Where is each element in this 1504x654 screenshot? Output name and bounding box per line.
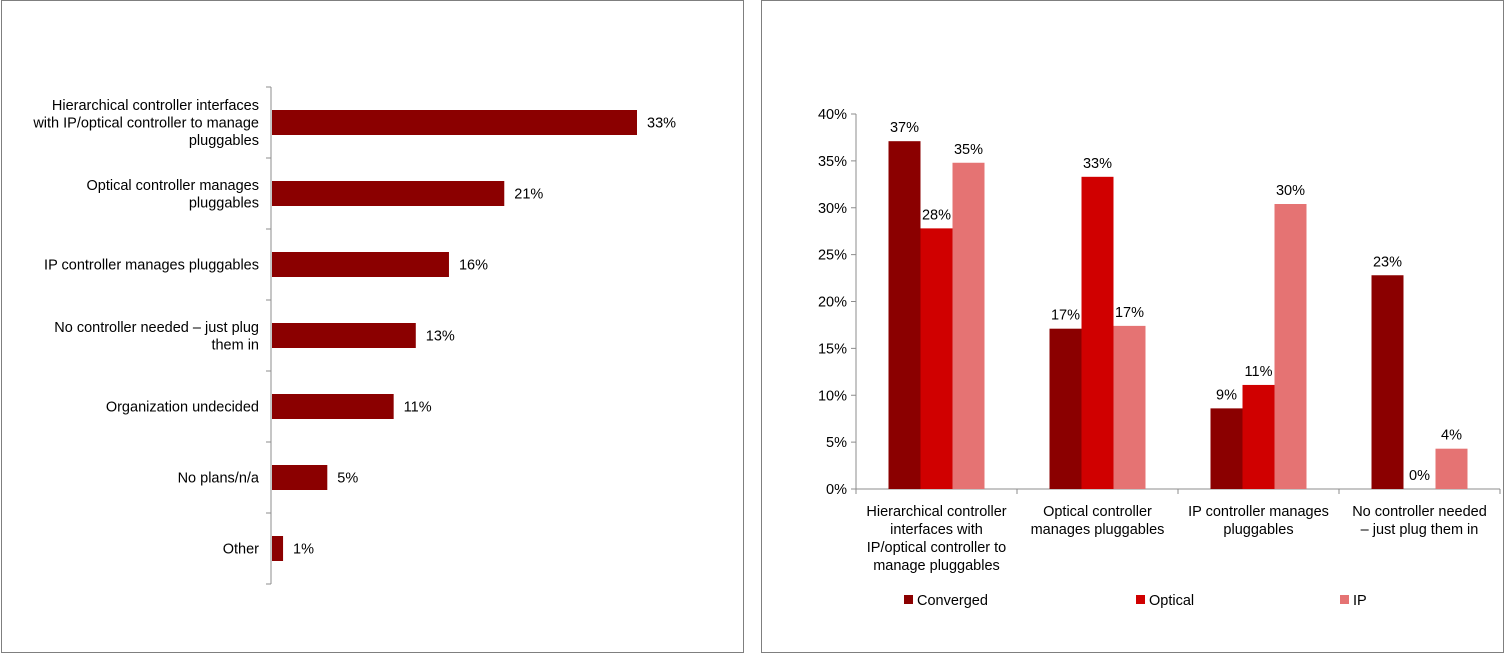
category-label: No controller needed – just plug [54,320,259,336]
data-label: 33% [647,116,676,132]
y-tick-label: 25% [818,248,847,264]
data-label: 30% [1276,183,1305,199]
bar [272,252,449,277]
category-label: IP controller manages [1188,504,1329,520]
legend-swatch-ip [1340,595,1349,604]
data-label: 17% [1051,308,1080,324]
category-label: pluggables [189,133,259,149]
left-chart-panel: 33% Hierarchical controller interfaces wit… [1,0,744,653]
data-label: 35% [954,142,983,158]
bar [272,181,505,206]
category-label: Other [223,542,259,558]
legend-swatch-converged [904,595,913,604]
right-chart-panel: 0% 5% 10% 15% 20% 25% 30% 35% 40% 37% 28% 35% Hierar… [761,0,1504,653]
bar-ip [1113,325,1146,489]
y-tick-label: 5% [826,435,847,451]
bar-optical [1081,176,1114,489]
data-label: 33% [1083,156,1112,172]
category-label: interfaces with [890,522,983,538]
y-tick-label: 30% [818,201,847,217]
data-label: 17% [1115,305,1144,321]
category-label: Hierarchical controller interfaces [52,98,259,114]
bar-converged [888,141,921,489]
data-label: 9% [1216,387,1237,403]
y-tick-label: 20% [818,295,847,311]
bar-ip [1274,204,1307,489]
category-label: manages pluggables [1031,522,1165,538]
bar [272,323,416,348]
legend-label: IP [1353,593,1367,609]
data-label: 16% [459,258,488,274]
category-label: IP controller manages pluggables [44,258,259,274]
bar-converged [1210,408,1243,489]
data-label: 11% [404,400,432,416]
data-label: 21% [514,187,543,203]
bar-optical [920,228,953,489]
data-label: 1% [293,542,314,558]
bar-ip [1435,448,1468,489]
category-label: pluggables [189,195,259,211]
legend-swatch-optical [1136,595,1145,604]
category-label: Organization undecided [106,400,259,416]
category-label: Hierarchical controller [866,504,1006,520]
category-label: pluggables [1223,522,1293,538]
bar-converged [1049,328,1082,489]
data-label: 23% [1373,254,1402,270]
category-label: No plans/n/a [178,471,260,487]
data-label: 28% [922,207,951,223]
legend-label: Converged [917,593,988,609]
category-label: Optical controller manages [87,178,259,194]
data-label: 11% [1245,364,1273,380]
grouped-bar-chart: 0% 5% 10% 15% 20% 25% 30% 35% 40% 37% 28% 35% Hierar… [818,107,1501,609]
data-label: 13% [426,329,455,345]
category-label: – just plug them in [1361,522,1479,538]
bar-optical [1242,384,1275,489]
legend-label: Optical [1149,593,1194,609]
category-label: manage pluggables [873,558,1000,574]
bar [272,110,637,135]
bar-converged [1371,275,1404,489]
y-tick-label: 40% [818,107,847,123]
bar [272,465,328,490]
bar-ip [952,162,985,489]
data-label: 4% [1441,428,1462,444]
bar [272,394,394,419]
horizontal-bar-chart: 33% Hierarchical controller interfaces wit… [32,86,676,585]
data-label: 0% [1409,468,1430,484]
y-tick-label: 15% [818,341,847,357]
y-tick-label: 10% [818,388,847,404]
category-label: Optical controller [1043,504,1152,520]
data-label: 5% [337,471,358,487]
category-label: IP/optical controller to [867,540,1006,556]
data-label: 37% [890,120,919,136]
y-tick-label: 35% [818,154,847,170]
y-tick-label: 0% [826,482,847,498]
category-label: No controller needed [1352,504,1487,520]
bar [272,536,284,561]
category-label: with IP/optical controller to manage [32,116,259,132]
category-label: them in [211,337,259,353]
